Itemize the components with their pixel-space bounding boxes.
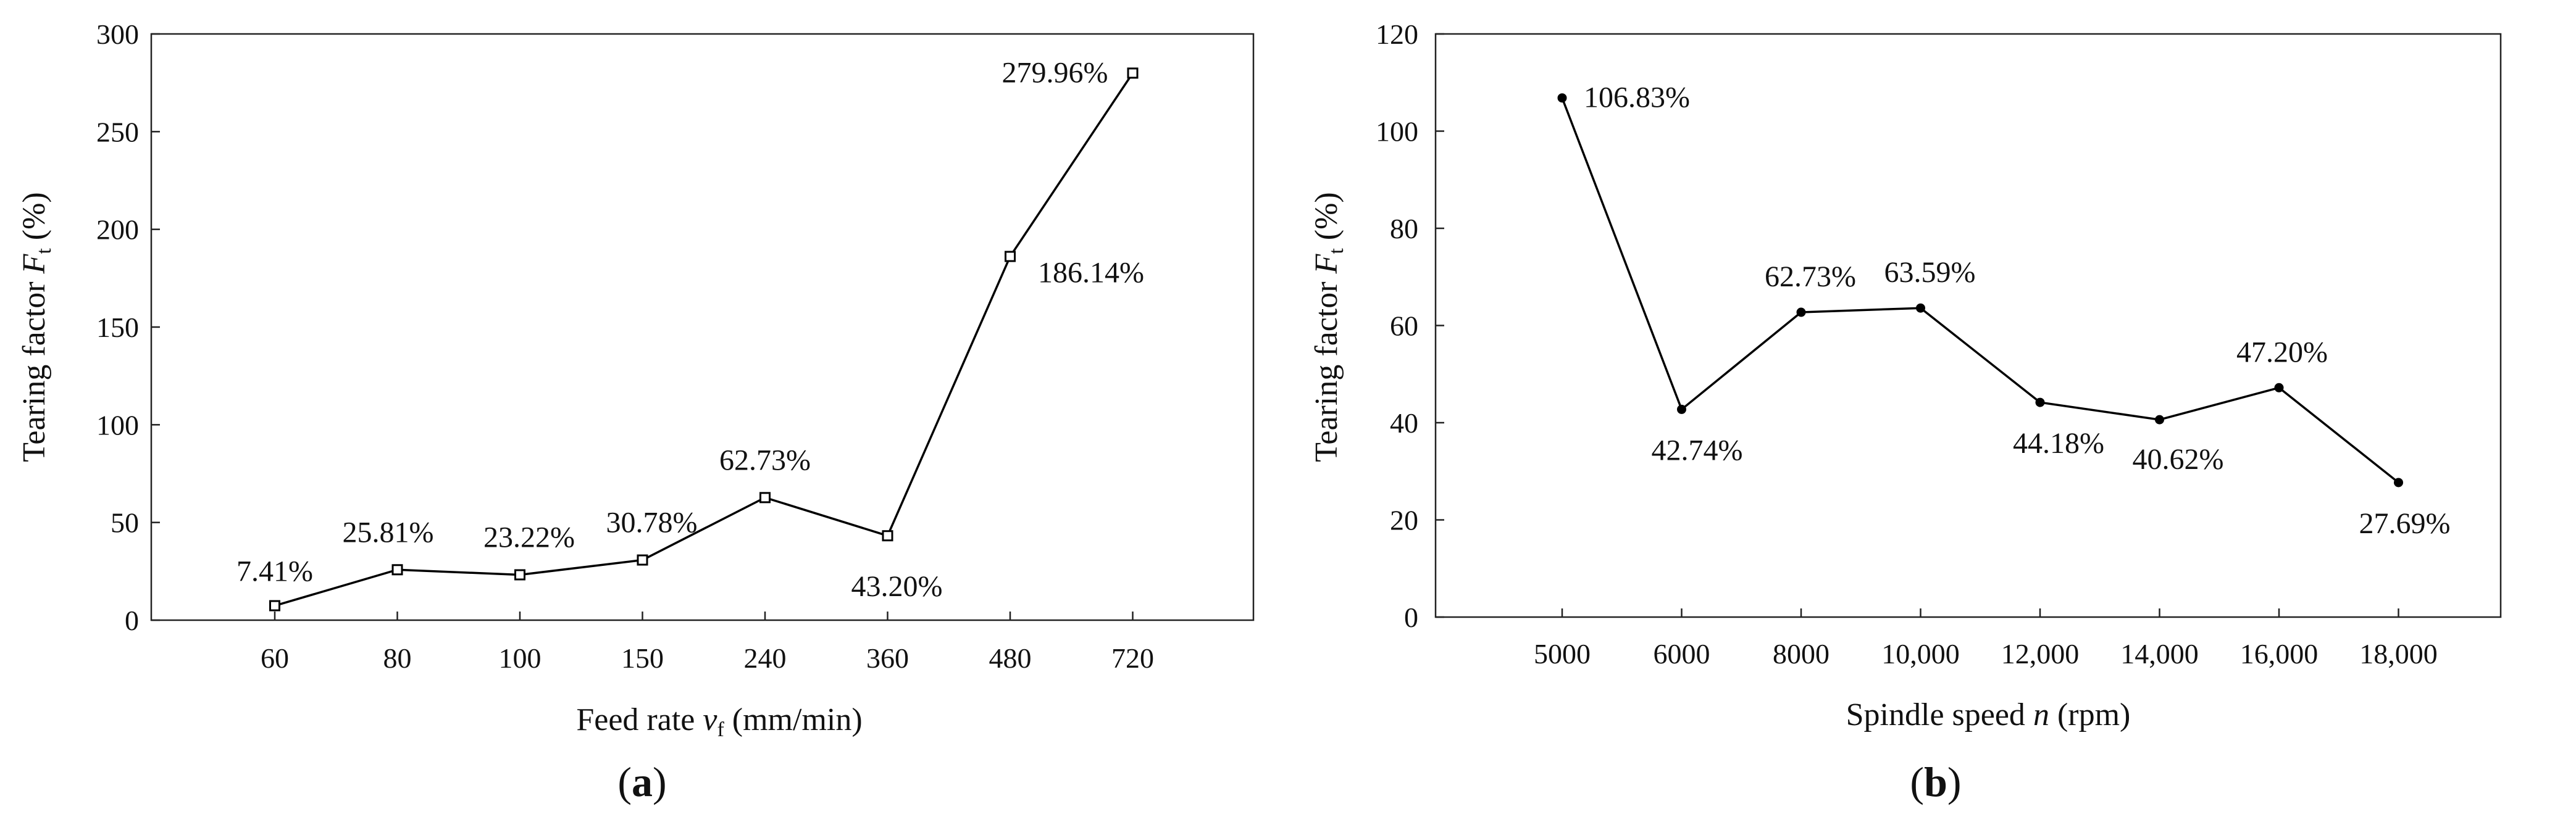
chart-panel-a: 0 50 100 150 200 250 300 60 80 100 150 240 360 480 720…	[17, 19, 1255, 805]
chart-panel-b: 0 20 40 60 80 100 120 5000 6000 8000 10,000 12,000 1…	[1309, 19, 2502, 805]
y-tick-label: 80	[1390, 213, 1418, 244]
y-tick-label: 20	[1390, 505, 1418, 536]
x-tick-label: 480	[989, 642, 1032, 674]
y-tick-label: 60	[1390, 310, 1418, 342]
data-point	[1916, 303, 1925, 313]
data-label: 25.81%	[343, 516, 434, 549]
data-label: 44.18%	[2013, 427, 2104, 460]
data-point	[514, 569, 525, 581]
x-tick-label: 14,000	[2120, 638, 2199, 670]
y-tick-label: 40	[1390, 407, 1418, 439]
data-point	[882, 530, 893, 542]
panel-label: (b)	[1910, 758, 1961, 805]
data-point	[269, 600, 280, 612]
data-label: 7.41%	[236, 555, 313, 588]
x-tick-label: 16,000	[2240, 638, 2319, 670]
data-label: 30.78%	[606, 507, 698, 539]
plot-frame	[1434, 33, 2502, 618]
series-line	[274, 72, 1134, 607]
y-tick-label: 250	[96, 116, 139, 147]
data-label: 27.69%	[2359, 507, 2451, 540]
y-tick-label: 100	[1376, 116, 1418, 147]
data-label: 42.74%	[1652, 434, 1743, 467]
y-tick-label: 120	[1376, 19, 1418, 50]
data-label: 23.22%	[483, 521, 575, 554]
x-tick-label: 100	[499, 642, 542, 674]
data-label: 106.83%	[1584, 81, 1690, 114]
x-axis-title: Feed rate vf (mm/min)	[576, 702, 862, 741]
data-label: 40.62%	[2133, 443, 2224, 476]
data-label: 62.73%	[1765, 260, 1856, 293]
y-axis-title: Tearing factor Ft (%)	[1309, 192, 1348, 462]
x-tick-label: 150	[621, 642, 664, 674]
data-point	[1557, 93, 1567, 103]
y-tick-label: 150	[96, 312, 139, 343]
x-tick-label: 80	[383, 642, 412, 674]
data-point	[759, 492, 771, 504]
y-axis-title: Tearing factor Ft (%)	[17, 192, 56, 462]
data-label: 186.14%	[1038, 257, 1144, 289]
data-point	[1005, 251, 1016, 262]
data-point	[2155, 415, 2164, 425]
data-label: 62.73%	[719, 444, 811, 476]
data-label: 43.20%	[851, 570, 943, 603]
x-tick-label: 720	[1111, 642, 1154, 674]
y-tick-label: 200	[96, 214, 139, 246]
x-tick-label: 10,000	[1881, 638, 1960, 670]
data-point	[637, 554, 648, 566]
data-point	[391, 564, 403, 576]
x-tick-label: 60	[261, 642, 289, 674]
data-point	[2394, 478, 2403, 487]
y-tick-label: 0	[125, 605, 139, 636]
x-tick-label: 360	[866, 642, 909, 674]
data-label: 279.96%	[1002, 56, 1108, 89]
x-axis-title: Spindle speed n (rpm)	[1846, 697, 2131, 732]
x-tick-label: 5000	[1534, 638, 1591, 670]
data-point	[1127, 67, 1139, 79]
y-tick-label: 300	[96, 19, 139, 50]
data-point	[1677, 404, 1686, 414]
x-tick-label: 12,000	[2001, 638, 2080, 670]
panel-label: (a)	[617, 758, 666, 805]
data-label: 63.59%	[1884, 256, 1976, 289]
x-tick-label: 6000	[1654, 638, 1710, 670]
data-point	[2035, 397, 2045, 407]
y-tick-label: 100	[96, 409, 139, 441]
data-point	[1796, 307, 1806, 317]
plot-frame	[150, 33, 1255, 621]
series-line	[1561, 97, 2399, 484]
data-point	[2274, 383, 2284, 392]
data-label: 47.20%	[2236, 336, 2328, 368]
x-tick-label: 18,000	[2359, 638, 2438, 670]
y-tick-label: 0	[1404, 602, 1418, 633]
y-tick-label: 50	[111, 507, 139, 539]
x-tick-label: 240	[744, 642, 787, 674]
x-tick-label: 8000	[1773, 638, 1830, 670]
